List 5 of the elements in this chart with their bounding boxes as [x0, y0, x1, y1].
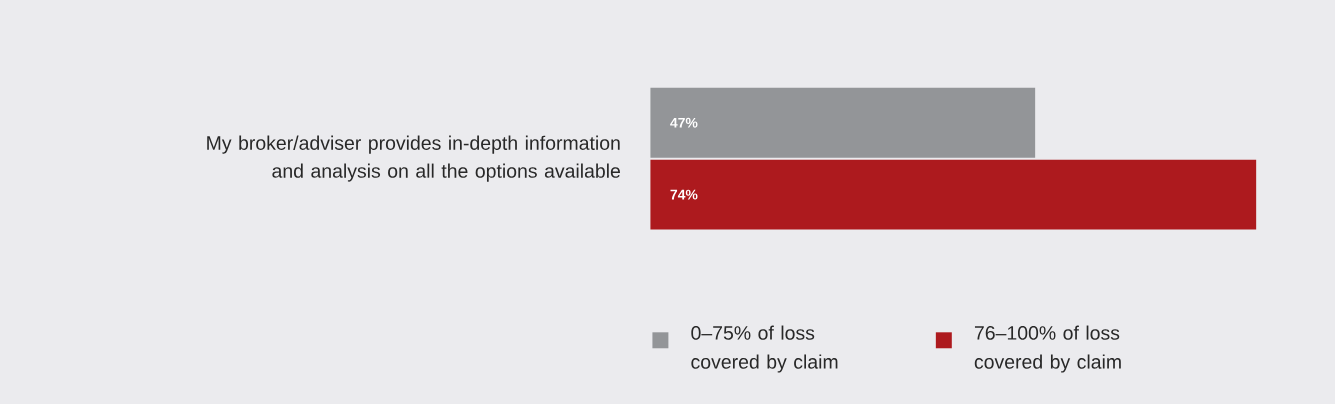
legend-label: 0–75% of loss covered by claim: [691, 325, 838, 373]
data-label: 74%: [670, 189, 698, 200]
data-label: 47%: [670, 117, 698, 128]
y-tick-label: My broker/adviser provides in-depth information and analysis on all the options available: [207, 135, 620, 182]
legend-label: 76–100% of loss covered by claim: [974, 325, 1121, 373]
